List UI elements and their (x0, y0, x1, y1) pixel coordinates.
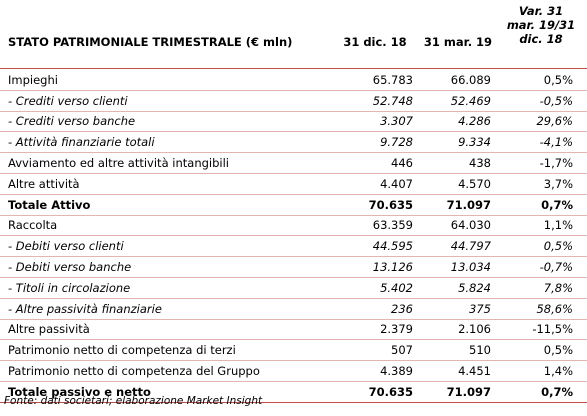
value-variation: 0,7% (501, 381, 587, 403)
value-variation: 3,7% (501, 173, 587, 195)
value-variation: -0,5% (501, 90, 587, 112)
value-dec-18: 5.402 (343, 277, 421, 299)
table-row: - Crediti verso banche 3.307 4.286 29,6% (0, 111, 587, 133)
row-label: Raccolta (0, 215, 343, 237)
value-variation: 0,5% (501, 70, 587, 91)
row-label: Patrimonio netto di competenza del Grupp… (0, 360, 343, 382)
value-variation: -4,1% (501, 131, 587, 154)
row-label: - Crediti verso banche (0, 111, 343, 133)
value-dec-18: 4.389 (343, 360, 421, 382)
table-row: Altre attività 4.407 4.570 3,7% (0, 173, 587, 195)
table-row: Totale passivo e netto 70.635 71.097 0,7% (0, 381, 587, 403)
value-dec-18: 13.126 (343, 256, 421, 278)
value-mar-19: 4.286 (421, 111, 501, 133)
value-dec-18: 44.595 (343, 235, 421, 258)
value-variation: 0,5% (501, 235, 587, 258)
table-header: STATO PATRIMONIALE TRIMESTRALE (€ mln) 3… (0, 0, 587, 69)
table-row: - Crediti verso clienti 52.748 52.469 -0,5% (0, 90, 587, 112)
value-mar-19: 9.334 (421, 131, 501, 154)
row-label: Totale passivo e netto (0, 381, 343, 403)
table-row: - Debiti verso clienti 44.595 44.797 0,5% (0, 235, 587, 258)
value-mar-19: 71.097 (421, 194, 501, 216)
value-mar-19: 4.451 (421, 360, 501, 382)
row-label: - Altre passività finanziarie (0, 298, 343, 320)
table-body: Impieghi 65.783 66.089 0,5% - Crediti verso … (0, 70, 587, 403)
value-variation: -1,7% (501, 152, 587, 174)
row-label: - Debiti verso clienti (0, 235, 343, 258)
table-row: - Altre passività finanziarie 236 375 58,6% (0, 298, 587, 320)
table-row: Patrimonio netto di competenza di terzi 5… (0, 339, 587, 362)
value-dec-18: 236 (343, 298, 421, 320)
value-dec-18: 9.728 (343, 131, 421, 154)
value-dec-18: 3.307 (343, 111, 421, 133)
value-mar-19: 4.570 (421, 173, 501, 195)
value-variation: -0,7% (501, 256, 587, 278)
value-mar-19: 64.030 (421, 215, 501, 237)
value-mar-19: 5.824 (421, 277, 501, 299)
value-dec-18: 65.783 (343, 70, 421, 91)
value-dec-18: 63.359 (343, 215, 421, 237)
value-mar-19: 2.106 (421, 319, 501, 341)
value-mar-19: 52.469 (421, 90, 501, 112)
value-mar-19: 66.089 (421, 70, 501, 91)
table-row: Totale Attivo 70.635 71.097 0,7% (0, 194, 587, 216)
value-mar-19: 44.797 (421, 235, 501, 258)
value-mar-19: 375 (421, 298, 501, 320)
row-label: Altre passività (0, 319, 343, 341)
value-mar-19: 71.097 (421, 381, 501, 403)
row-label: Altre attività (0, 173, 343, 195)
row-label: - Attività finanziarie totali (0, 131, 343, 154)
table-title: STATO PATRIMONIALE TRIMESTRALE (€ mln) (8, 35, 293, 49)
value-dec-18: 446 (343, 152, 421, 174)
table-row: Altre passività 2.379 2.106 -11,5% (0, 319, 587, 341)
data-table: Impieghi 65.783 66.089 0,5% - Crediti verso … (0, 70, 587, 403)
row-label: Impieghi (0, 70, 343, 91)
source-note: Fonte: dati societari; elaborazione Mark… (4, 395, 263, 407)
table-row: Raccolta 63.359 64.030 1,1% (0, 215, 587, 237)
row-label: - Titoli in circolazione (0, 277, 343, 299)
value-dec-18: 52.748 (343, 90, 421, 112)
value-dec-18: 2.379 (343, 319, 421, 341)
value-mar-19: 510 (421, 339, 501, 362)
table-row: - Debiti verso banche 13.126 13.034 -0,7% (0, 256, 587, 278)
value-variation: -11,5% (501, 319, 587, 341)
value-dec-18: 4.407 (343, 173, 421, 195)
value-variation: 58,6% (501, 298, 587, 320)
value-variation: 0,7% (501, 194, 587, 216)
value-dec-18: 70.635 (343, 194, 421, 216)
row-label: Avviamento ed altre attività intangibili (0, 152, 343, 174)
row-label: Totale Attivo (0, 194, 343, 216)
value-variation: 0,5% (501, 339, 587, 362)
table-row: Impieghi 65.783 66.089 0,5% (0, 70, 587, 91)
column-header-dec-18: 31 dic. 18 (343, 35, 407, 49)
value-variation: 1,1% (501, 215, 587, 237)
value-mar-19: 438 (421, 152, 501, 174)
value-variation: 7,8% (501, 277, 587, 299)
value-dec-18: 507 (343, 339, 421, 362)
table-row: - Titoli in circolazione 5.402 5.824 7,8% (0, 277, 587, 299)
table-row: - Attività finanziarie totali 9.728 9.334-… (0, 131, 587, 154)
column-header-variation: Var. 31 mar. 19/31 dic. 18 (506, 4, 576, 46)
row-label: - Crediti verso clienti (0, 90, 343, 112)
table-row: Avviamento ed altre attività intangibili… (0, 152, 587, 174)
row-label: - Debiti verso banche (0, 256, 343, 278)
row-label: Patrimonio netto di competenza di terzi (0, 339, 343, 362)
value-dec-18: 70.635 (343, 381, 421, 403)
value-variation: 29,6% (501, 111, 587, 133)
table-row: Patrimonio netto di competenza del Grupp… (0, 360, 587, 382)
column-header-mar-19: 31 mar. 19 (423, 35, 493, 49)
value-variation: 1,4% (501, 360, 587, 382)
value-mar-19: 13.034 (421, 256, 501, 278)
